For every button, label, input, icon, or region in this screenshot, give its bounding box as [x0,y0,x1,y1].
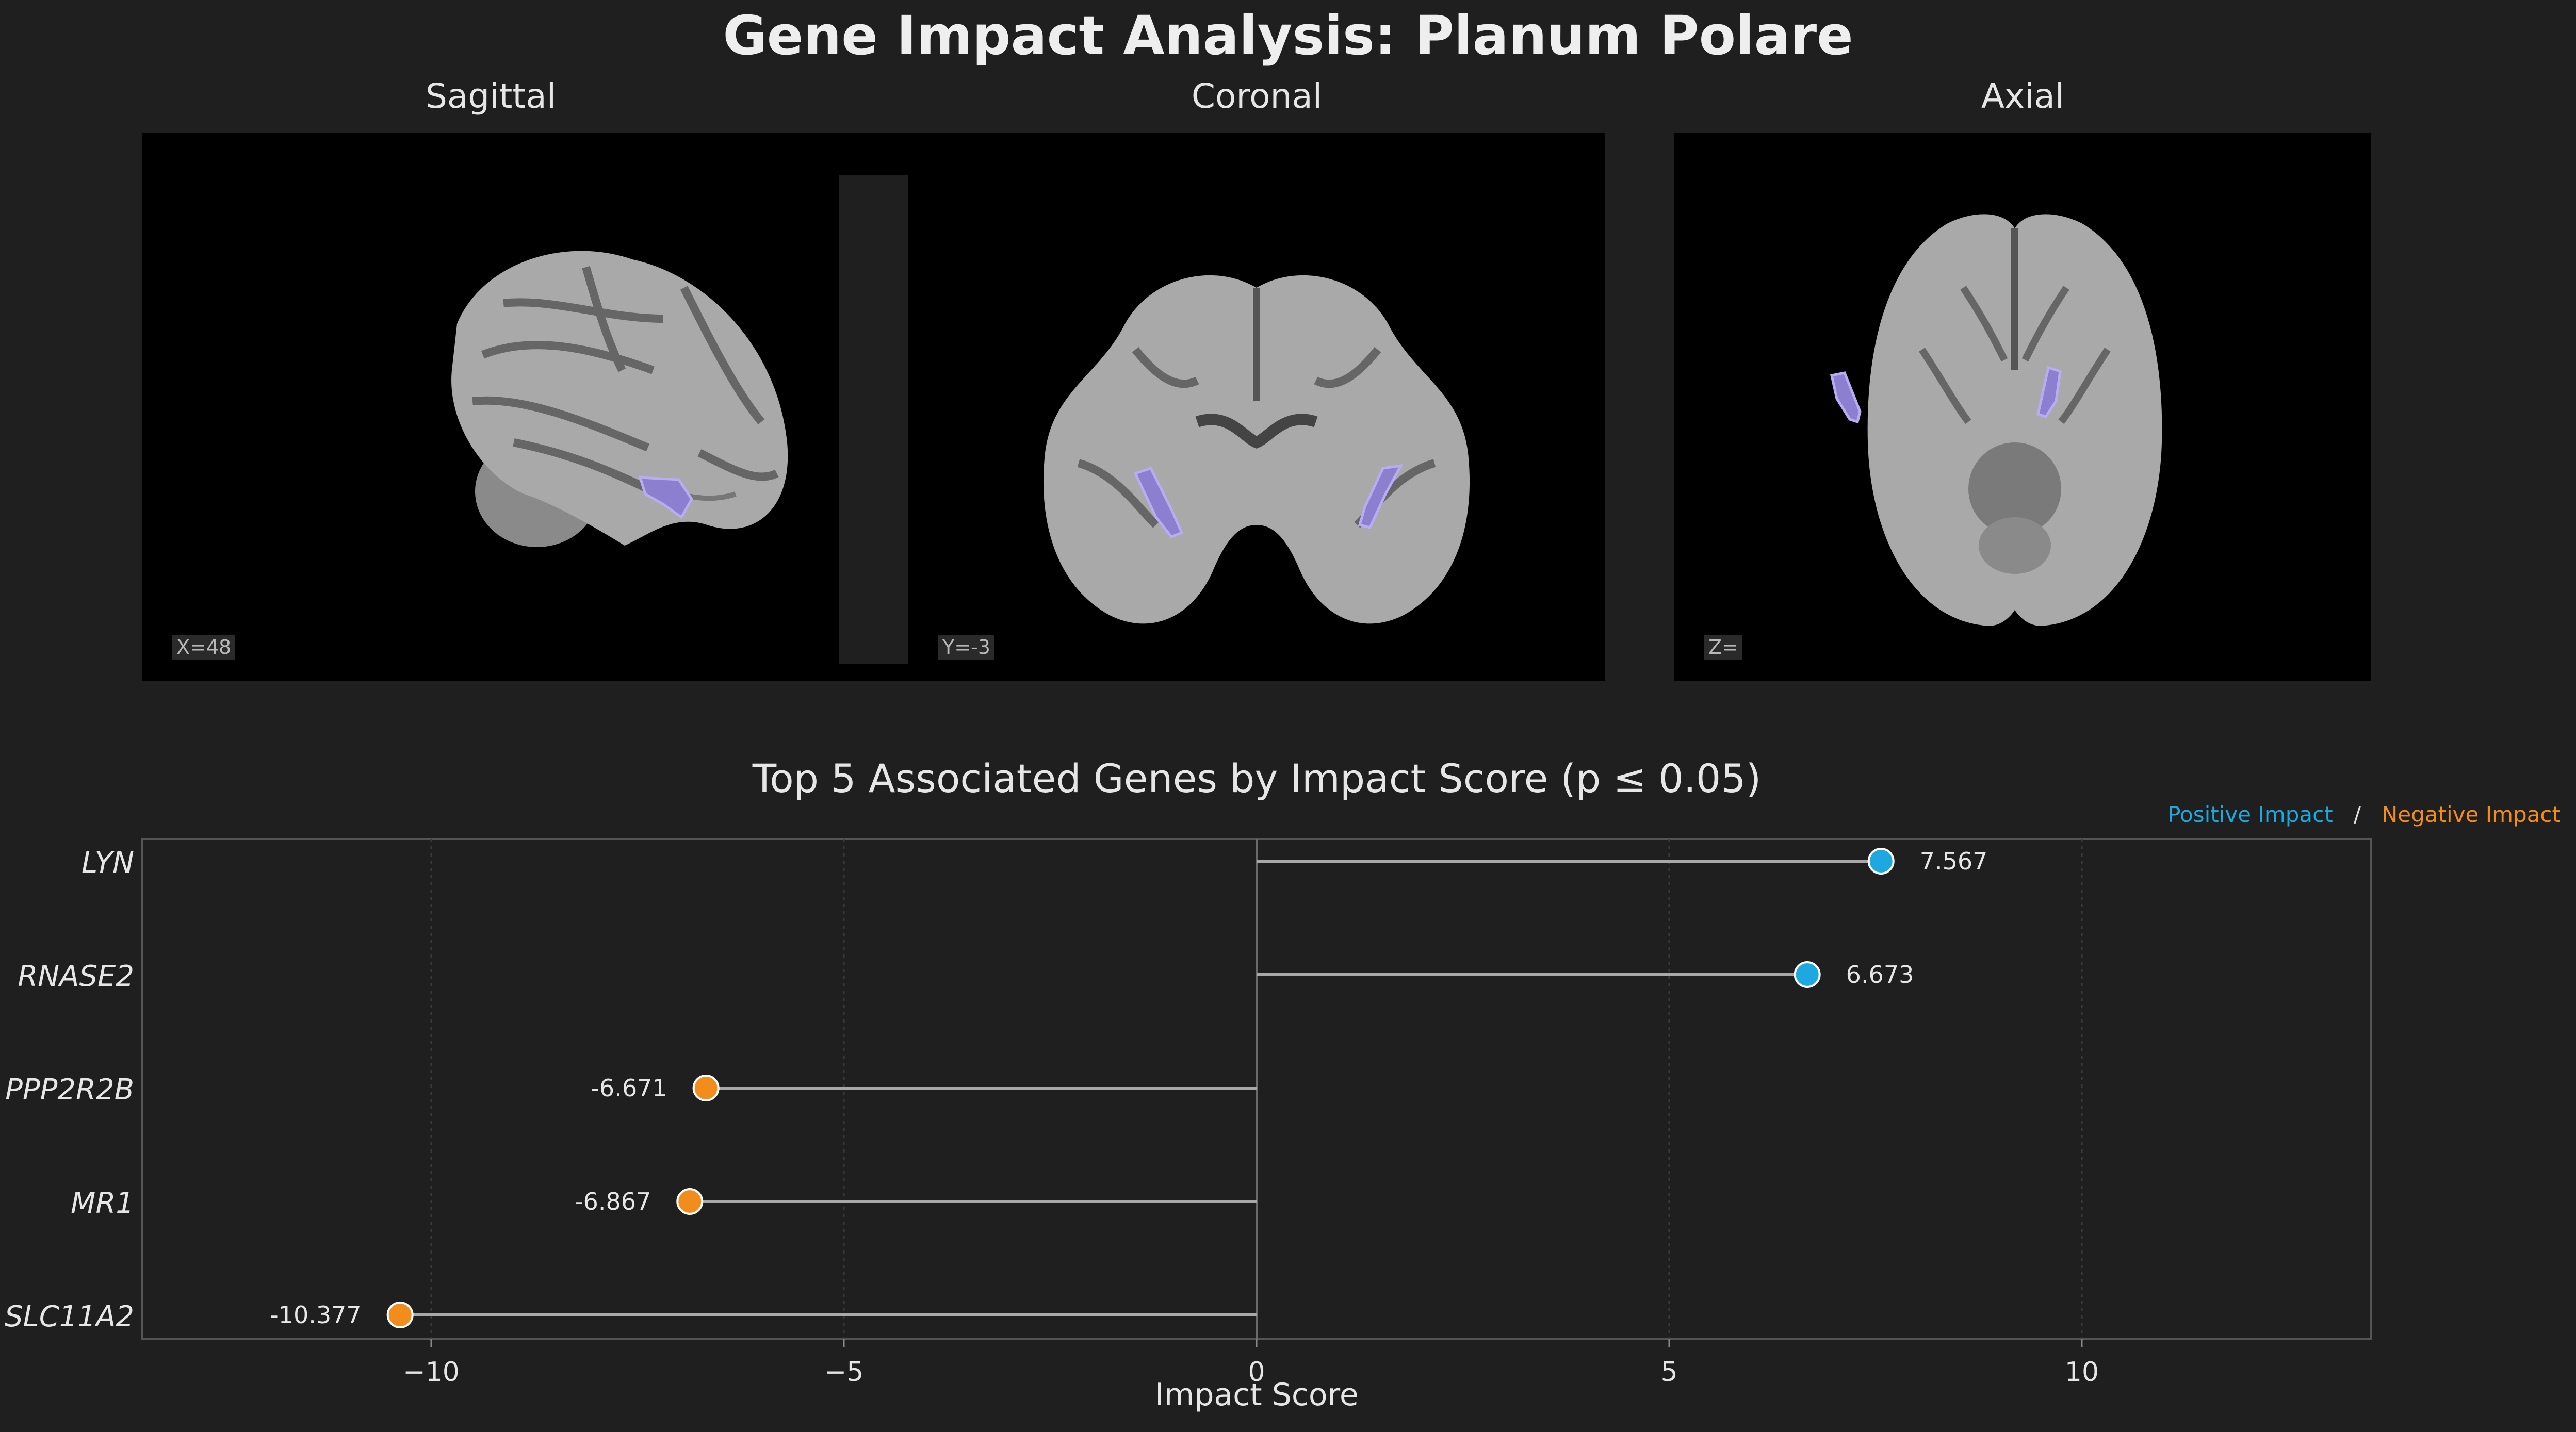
points [386,848,1895,1328]
legend-negative-label: Negative Impact [2381,802,2561,827]
grid-lines [430,839,2083,1347]
sagittal-coordinate-label: X=48 [172,635,236,660]
x-tick-label: 5 [1660,1357,1677,1388]
sagittal-view-panel[interactable]: X=48 [142,133,839,681]
data-point [676,1188,704,1215]
chart-title: Top 5 Associated Genes by Impact Score (… [752,755,1762,801]
data-point [1867,848,1895,875]
coronal-coordinate-label: Y=-3 [938,635,994,660]
axial-brain-image [1830,214,2162,626]
gene-label: MR1 [71,1187,134,1220]
sagittal-view-title: Sagittal [425,76,557,116]
gene-label: RNASE2 [18,960,134,993]
axial-view-title: Axial [1981,76,2065,116]
x-tick-label: −10 [403,1357,460,1388]
panel-connector-bottom [839,664,908,681]
x-axis-title: Impact Score [1155,1377,1359,1413]
data-point [386,1302,414,1328]
stems [400,860,1881,1316]
x-tick-label: 0 [1248,1357,1265,1388]
axial-view-panel[interactable]: Z= [1674,133,2371,681]
value-label: -6.867 [575,1188,651,1215]
labels: −10 −5 0 5 10 7.567 LYN 6.673 RNASE2 -6.671 PPP2R2… [5,846,2099,1388]
data-point [1794,961,1821,988]
x-tick-label: 10 [2065,1357,2099,1388]
value-label: -10.377 [270,1301,362,1329]
value-label: 7.567 [1920,847,1988,875]
x-tick-label: −5 [824,1357,864,1388]
axial-coordinate-label: Z= [1704,635,1742,660]
value-label: -6.671 [591,1074,667,1102]
panel-connector-top [839,133,908,175]
coronal-brain-image [1043,275,1470,624]
legend-positive-label: Positive Impact [2167,802,2333,827]
chart-legend: Positive Impact / Negative Impact [2167,802,2561,827]
gene-label: LYN [81,846,134,880]
coronal-view-panel[interactable]: Y=-3 [908,133,1605,681]
data-point [692,1075,720,1101]
page-title: Gene Impact Analysis: Planum Polare [723,4,1853,67]
gene-label: PPP2R2B [5,1073,134,1107]
legend-separator: / [2353,802,2361,827]
value-label: 6.673 [1846,961,1914,989]
coronal-view-title: Coronal [1191,76,1323,116]
gene-label: SLC11A2 [5,1300,134,1334]
sagittal-brain-image [451,251,788,547]
